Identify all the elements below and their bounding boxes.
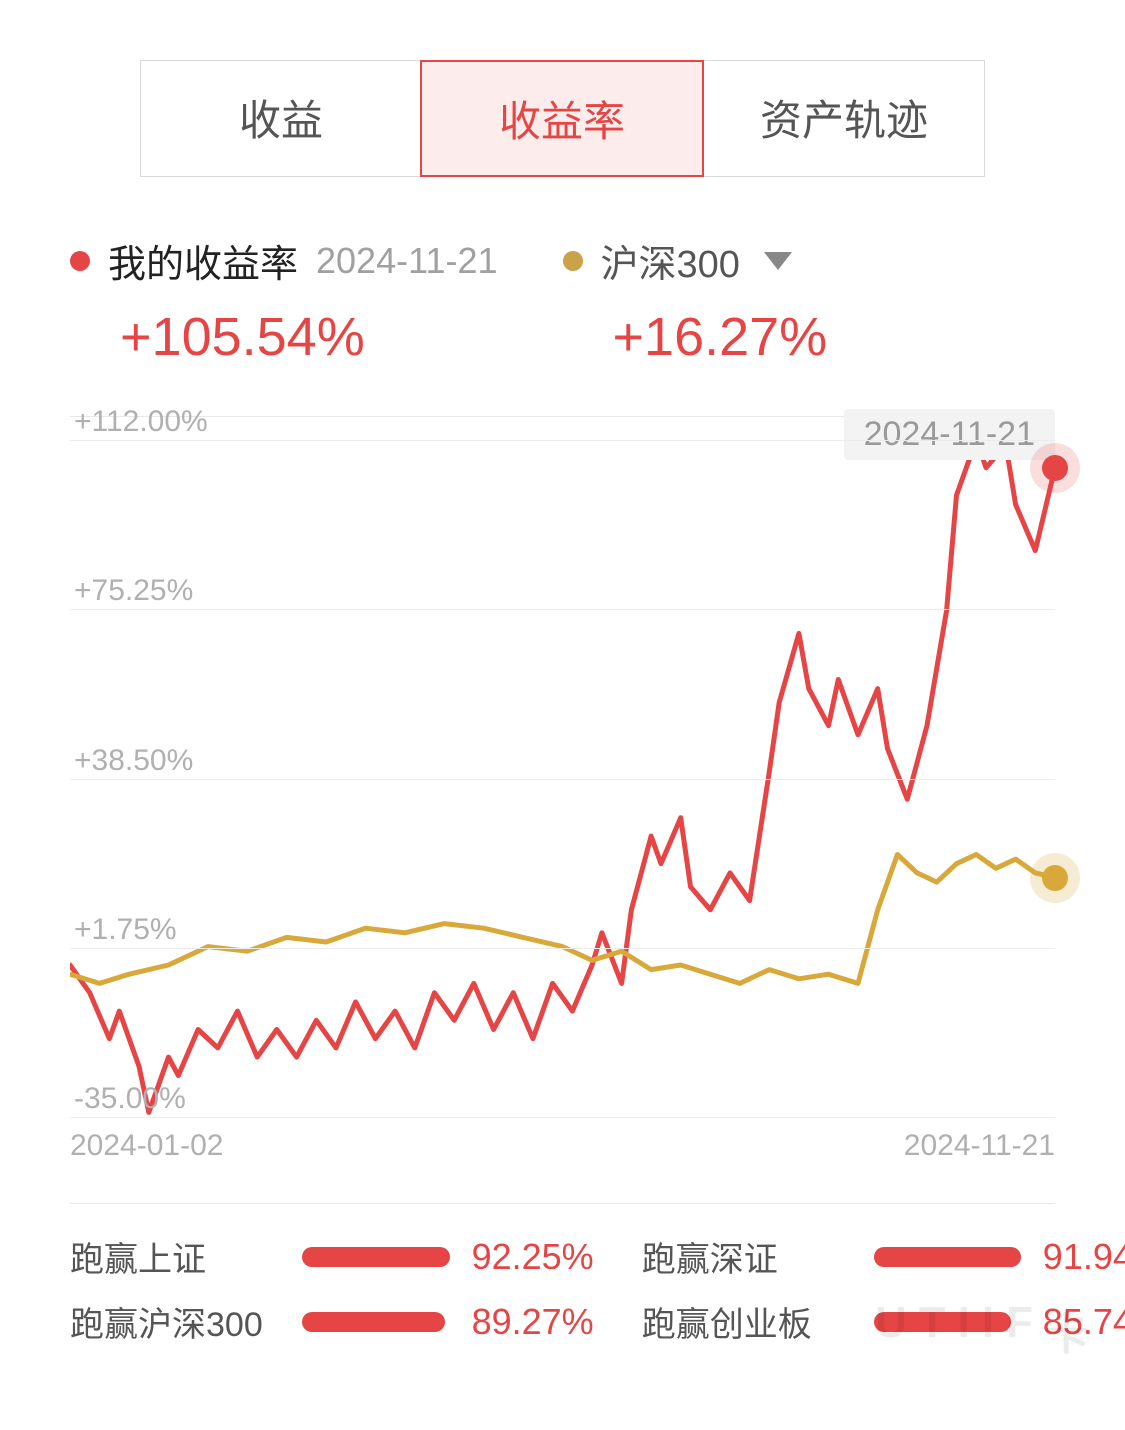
divider <box>70 1203 1055 1204</box>
legend-date: 2024-11-21 <box>316 240 497 282</box>
series-line <box>70 855 1055 984</box>
gridline <box>70 440 1055 441</box>
tab-0[interactable]: 收益 <box>141 61 421 176</box>
end-marker <box>1042 455 1068 481</box>
legend-label-a: 我的收益率 <box>108 233 298 288</box>
compare-bar <box>302 1247 450 1267</box>
x-axis: 2024-01-02 2024-11-21 <box>70 1129 1055 1163</box>
x-end-label: 2024-11-21 <box>904 1129 1055 1163</box>
gridline <box>70 1117 1055 1118</box>
chart-canvas <box>70 417 1055 1117</box>
gridline <box>70 779 1055 780</box>
y-tick-label: +112.00% <box>74 405 208 439</box>
compare-label: 跑赢沪深300 <box>70 1297 280 1346</box>
end-marker <box>1042 865 1068 891</box>
compare-bar <box>874 1247 1021 1267</box>
chart[interactable]: 2024-11-21 +112.00%+75.25%+38.50%+1.75%-… <box>70 416 1055 1163</box>
y-tick-label: -35.00% <box>74 1082 186 1116</box>
legend-value-a: +105.54% <box>70 306 563 368</box>
compare-item: 跑赢深证 91.94% <box>642 1232 1125 1281</box>
y-tick-label: +1.75% <box>74 913 177 947</box>
compare-label: 跑赢深证 <box>642 1232 852 1281</box>
dot-icon <box>563 251 583 271</box>
x-start-label: 2024-01-02 <box>70 1129 223 1163</box>
legend-benchmark[interactable]: 沪深300 +16.27% <box>563 233 1056 368</box>
compare-bar <box>302 1312 445 1332</box>
compare-value: 91.94% <box>1043 1236 1125 1278</box>
compare-label: 跑赢上证 <box>70 1232 280 1281</box>
date-badge: 2024-11-21 <box>844 409 1055 460</box>
compare-item: 跑赢上证 92.25% <box>70 1232 594 1281</box>
compare-label: 跑赢创业板 <box>642 1297 852 1346</box>
tabs: 收益收益率资产轨迹 <box>140 60 985 177</box>
legend-my-return: 我的收益率 2024-11-21 +105.54% <box>70 233 563 368</box>
legend-value-b: +16.27% <box>563 306 1056 368</box>
compare-value: 92.25% <box>472 1236 594 1278</box>
gridline <box>70 609 1055 610</box>
compare-value: 89.27% <box>472 1301 594 1343</box>
chevron-down-icon[interactable] <box>764 252 792 270</box>
y-tick-label: +38.50% <box>74 744 193 778</box>
legend-label-b: 沪深300 <box>601 233 740 288</box>
watermark: UTIIF卡 <box>875 1298 1095 1362</box>
tab-1[interactable]: 收益率 <box>420 60 704 177</box>
dot-icon <box>70 251 90 271</box>
y-tick-label: +75.25% <box>74 574 193 608</box>
gridline <box>70 948 1055 949</box>
compare-item: 跑赢沪深300 89.27% <box>70 1297 594 1346</box>
series-line <box>70 440 1055 1112</box>
legend: 我的收益率 2024-11-21 +105.54% 沪深300 +16.27% <box>70 233 1055 368</box>
tab-2[interactable]: 资产轨迹 <box>703 61 984 176</box>
